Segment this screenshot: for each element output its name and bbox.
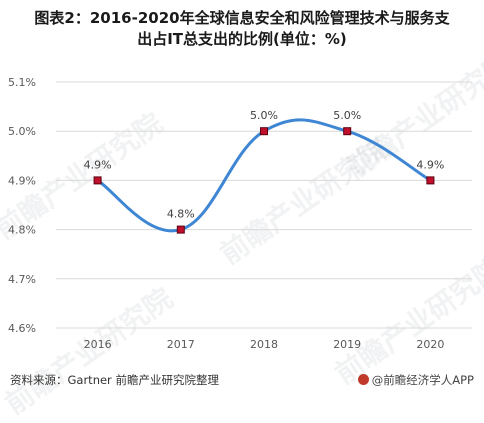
y-tick-label: 4.6% [8, 322, 36, 335]
brand-logo-icon [357, 374, 369, 385]
y-tick-label: 4.9% [8, 174, 36, 187]
grid-lines [56, 81, 472, 329]
data-markers [93, 127, 435, 234]
chart-title-line2: 出占IT总支出的比例(单位：%) [137, 30, 347, 48]
data-point-marker [93, 176, 102, 185]
data-label: 4.8% [167, 208, 195, 221]
y-tick-label: 5.1% [8, 76, 36, 89]
x-tick-label: 2018 [250, 338, 278, 351]
chart-title-line1: 图表2：2016-2020年全球信息安全和风险管理技术与服务支 [34, 9, 450, 27]
data-label: 4.9% [84, 158, 112, 171]
brand-credit: @前瞻经济学人APP [357, 372, 474, 388]
x-tick-label: 2020 [416, 338, 444, 351]
data-point-marker [260, 127, 268, 136]
x-tick-label: 2016 [84, 338, 112, 351]
data-label: 5.0% [250, 109, 278, 122]
data-point-marker [343, 127, 352, 136]
x-tick-label: 2017 [167, 338, 195, 351]
y-tick-label: 5.0% [8, 125, 36, 138]
x-tick-label: 2019 [333, 338, 361, 351]
line-chart: 4.6%4.7%4.8%4.9%5.0%5.1% 2016 2017 2018 201… [8, 76, 472, 351]
y-tick-label: 4.7% [8, 273, 36, 286]
data-point-marker [426, 176, 435, 185]
chart-title: 图表2：2016-2020年全球信息安全和风险管理技术与服务支 出占IT总支出的… [6, 8, 478, 50]
data-labels: 4.9% 4.8% 5.0% 5.0% 4.9% [84, 109, 445, 220]
data-label: 5.0% [333, 109, 361, 122]
x-axis-tick-labels: 2016 2017 2018 2019 2020 [84, 338, 445, 351]
series-line-path [96, 118, 432, 233]
y-tick-label: 4.8% [8, 224, 36, 237]
y-axis-tick-labels: 4.6% 4.7% 4.8% 4.9% 5.0% 5.1% [8, 76, 36, 335]
series-line [96, 118, 432, 233]
source-note: 资料来源：Gartner 前瞻产业研究院整理 [10, 373, 219, 387]
data-label: 4.9% [416, 158, 444, 171]
data-point-marker [176, 225, 185, 234]
brand-credit-text: @前瞻经济学人APP [371, 373, 474, 387]
